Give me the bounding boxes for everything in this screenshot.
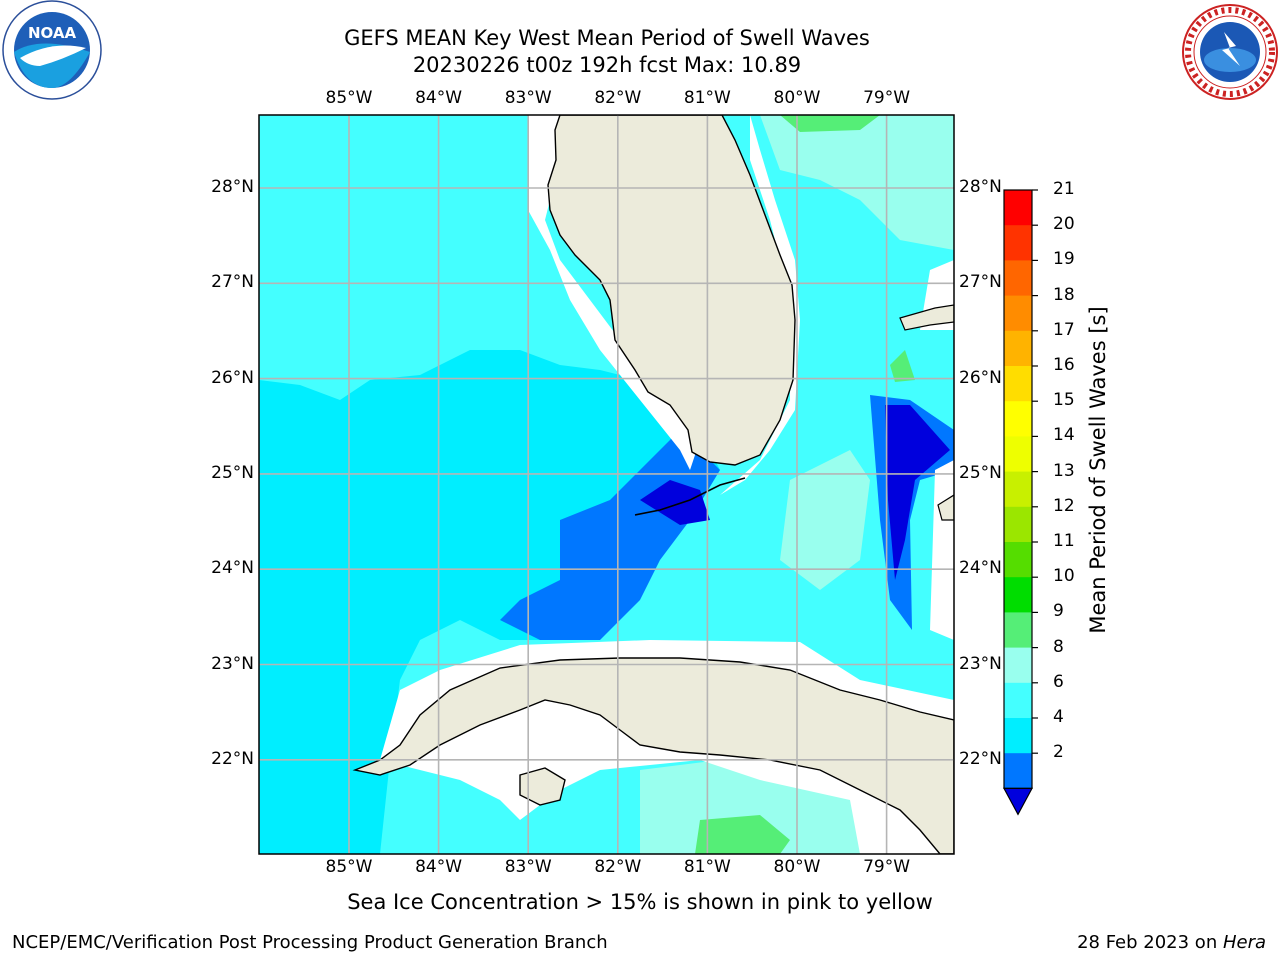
colorbar-tick-label: 8: [1053, 636, 1064, 657]
colorbar-segment: [1004, 225, 1032, 261]
lon-tick-label-top: 84°W: [415, 88, 463, 108]
contour-band-8-9: [760, 115, 954, 250]
colorbar-segment: [1004, 506, 1032, 543]
map-frame: [258, 114, 955, 855]
lon-tick-label-bottom: 80°W: [773, 857, 821, 877]
colorbar-tick-label: 14: [1053, 425, 1075, 446]
map-area: [259, 115, 954, 854]
colorbar-tick-label: 4: [1053, 707, 1064, 727]
land-andros: [937, 494, 954, 521]
colorbar-tick-label: 13: [1053, 460, 1075, 481]
land-cuba: [352, 657, 954, 854]
contour-band-6-8: [259, 350, 720, 854]
lat-tick-label-left: 22°N: [211, 748, 254, 769]
colorbar-segment: [1004, 577, 1032, 613]
colorbar-segment: [1004, 753, 1032, 789]
colorbar-tick-label: 11: [1053, 531, 1075, 551]
lon-tick-label-top: 80°W: [773, 88, 821, 108]
colorbar-segment: [1004, 366, 1032, 402]
lat-tick-label-left: 25°N: [211, 462, 254, 483]
colorbar-tick-label: 15: [1053, 390, 1075, 411]
lat-tick-label-left: 23°N: [211, 653, 254, 674]
lat-tick-label-right: 25°N: [959, 462, 1002, 483]
footer-date-text: 28 Feb 2023 on: [1077, 932, 1223, 953]
contour-band-9-10-top: [780, 115, 880, 132]
lat-tick-label-left: 27°N: [211, 272, 254, 293]
land-isla-juventud: [519, 767, 566, 806]
noaa-logo: NOAA: [2, 0, 102, 100]
colorbar-tick-label: 18: [1053, 284, 1075, 305]
colorbar-segment: [1004, 260, 1032, 297]
lon-tick-label-bottom: 82°W: [594, 857, 642, 877]
colorbar-segment: [1004, 647, 1032, 684]
colorbar-tick-label: 17: [1053, 319, 1075, 340]
colorbar-tick-label: 10: [1053, 566, 1075, 587]
lat-tick-label-left: 26°N: [211, 367, 254, 388]
lat-tick-label-left: 28°N: [211, 177, 254, 197]
nws-logo: [1182, 4, 1278, 100]
colorbar-segment: [1004, 542, 1032, 578]
footer-host: Hera: [1222, 932, 1266, 953]
colorbar-tick-label: 2: [1053, 742, 1064, 763]
colorbar: [1002, 189, 1038, 816]
contour-band-4-6: [500, 430, 720, 640]
lat-tick-label-right: 27°N: [959, 272, 1002, 293]
contour-band-9-10-east: [890, 350, 915, 382]
colorbar-segment: [1004, 436, 1032, 473]
lon-tick-label-top: 83°W: [504, 88, 552, 108]
colorbar-segment: [1004, 295, 1032, 332]
lon-tick-label-top: 82°W: [594, 88, 642, 108]
lon-tick-label-bottom: 84°W: [415, 857, 463, 877]
colorbar-tick-label: 21: [1053, 179, 1075, 199]
colorbar-segment: [1004, 718, 1032, 754]
colorbar-tick-label: 6: [1053, 671, 1064, 692]
colorbar-segment: [1004, 401, 1032, 437]
lon-tick-label-bottom: 81°W: [683, 857, 731, 877]
colorbar-segment: [1004, 471, 1032, 508]
colorbar-tick-label: 19: [1053, 249, 1075, 270]
lat-tick-label-left: 24°N: [211, 558, 254, 579]
lon-tick-label-top: 81°W: [683, 88, 731, 108]
sea-ice-caption: Sea Ice Concentration > 15% is shown in …: [347, 890, 933, 914]
colorbar-label: Mean Period of Swell Waves [s]: [1086, 306, 1110, 634]
land-florida: [547, 115, 796, 466]
contour-band-2-4: [640, 480, 710, 525]
colorbar-extend-triangle: [1002, 787, 1034, 816]
land-bahamas: [899, 304, 954, 331]
colorbar-segment: [1004, 190, 1032, 226]
chart-subtitle: 20230226 t00z 192h fcst Max: 10.89: [412, 53, 802, 77]
contour-band-9-10-bottom: [695, 815, 790, 854]
colorbar-segment: [1004, 330, 1032, 367]
colorbar-tick-label: 20: [1053, 214, 1075, 235]
lat-tick-label-right: 22°N: [959, 748, 1002, 769]
footer-producer: NCEP/EMC/Verification Post Processing Pr…: [12, 932, 608, 953]
colorbar-frame: [1003, 189, 1033, 790]
colorbar-segment: [1004, 612, 1032, 649]
lon-tick-label-bottom: 85°W: [325, 857, 373, 877]
colorbar-tick-label: 16: [1053, 355, 1075, 375]
colorbar-segment: [1004, 682, 1032, 719]
lon-tick-label-bottom: 83°W: [504, 857, 552, 877]
contour-band-east-dark: [885, 405, 950, 580]
contour-band-8-9-b: [780, 450, 870, 590]
land-florida-keys: [634, 477, 746, 516]
noaa-logo-text: NOAA: [28, 24, 77, 42]
colorbar-tick-label: 9: [1053, 601, 1064, 622]
chart-title: GEFS MEAN Key West Mean Period of Swell …: [344, 26, 870, 50]
colorbar-tick-label: 12: [1053, 495, 1075, 516]
lat-tick-label-right: 26°N: [959, 367, 1002, 388]
lon-tick-label-top: 79°W: [863, 88, 911, 108]
nodata-west-florida: [528, 115, 700, 470]
footer-date: 28 Feb 2023 on Hera: [1077, 932, 1266, 953]
lat-tick-label-right: 28°N: [959, 177, 1002, 197]
lat-tick-label-right: 23°N: [959, 653, 1002, 674]
lon-tick-label-bottom: 79°W: [863, 857, 911, 877]
gridlines: [259, 115, 954, 854]
lat-tick-label-right: 24°N: [959, 558, 1002, 579]
lon-tick-label-top: 85°W: [325, 88, 373, 108]
